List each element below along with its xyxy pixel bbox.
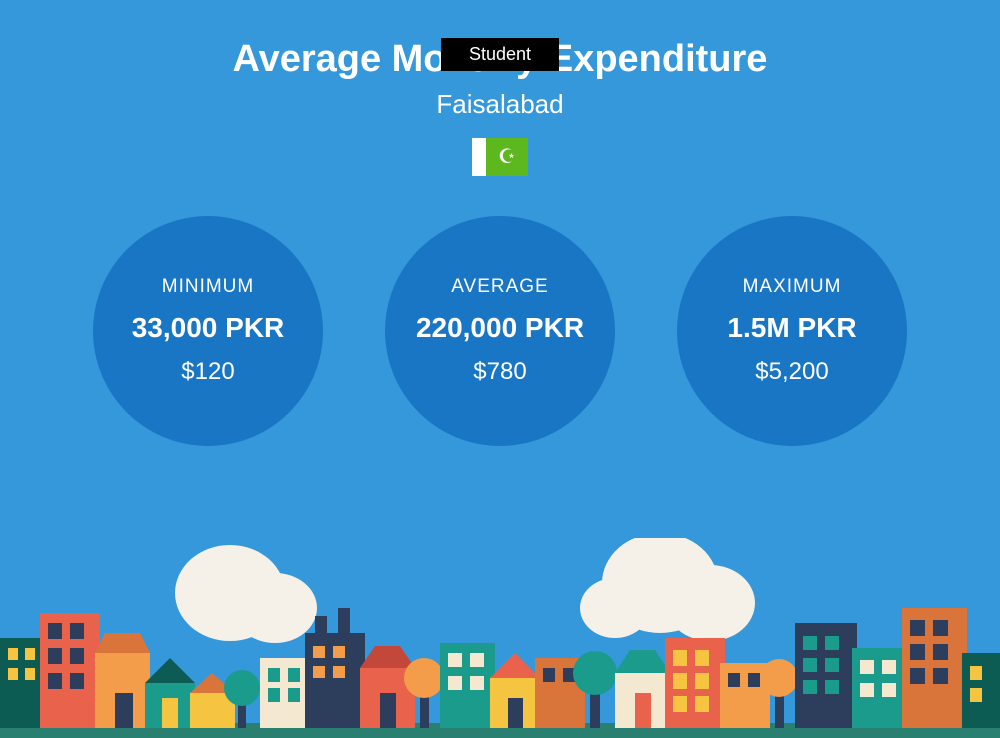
stat-value-usd: $5,200: [755, 358, 828, 386]
category-badge: Student: [441, 38, 559, 71]
stat-value-pkr: 220,000 PKR: [416, 312, 584, 344]
stat-circle-average: AVERAGE 220,000 PKR $780: [385, 216, 615, 446]
stat-value-pkr: 1.5M PKR: [727, 312, 856, 344]
stat-label: MINIMUM: [162, 276, 254, 298]
cityscape-illustration: [0, 538, 1000, 738]
city-subtitle: Faisalabad: [0, 89, 1000, 120]
country-flag: ☪: [472, 138, 528, 176]
stat-circle-minimum: MINIMUM 33,000 PKR $120: [93, 216, 323, 446]
stat-value-usd: $780: [473, 358, 526, 386]
stat-value-pkr: 33,000 PKR: [132, 312, 285, 344]
stat-value-usd: $120: [181, 358, 234, 386]
stat-circles-row: MINIMUM 33,000 PKR $120 AVERAGE 220,000 …: [0, 216, 1000, 446]
flag-stripe-green: ☪: [486, 138, 528, 176]
crescent-icon: ☪: [498, 147, 516, 167]
stat-circle-maximum: MAXIMUM 1.5M PKR $5,200: [677, 216, 907, 446]
stat-label: AVERAGE: [451, 276, 548, 298]
flag-stripe-white: [472, 138, 486, 176]
stat-label: MAXIMUM: [743, 276, 842, 298]
